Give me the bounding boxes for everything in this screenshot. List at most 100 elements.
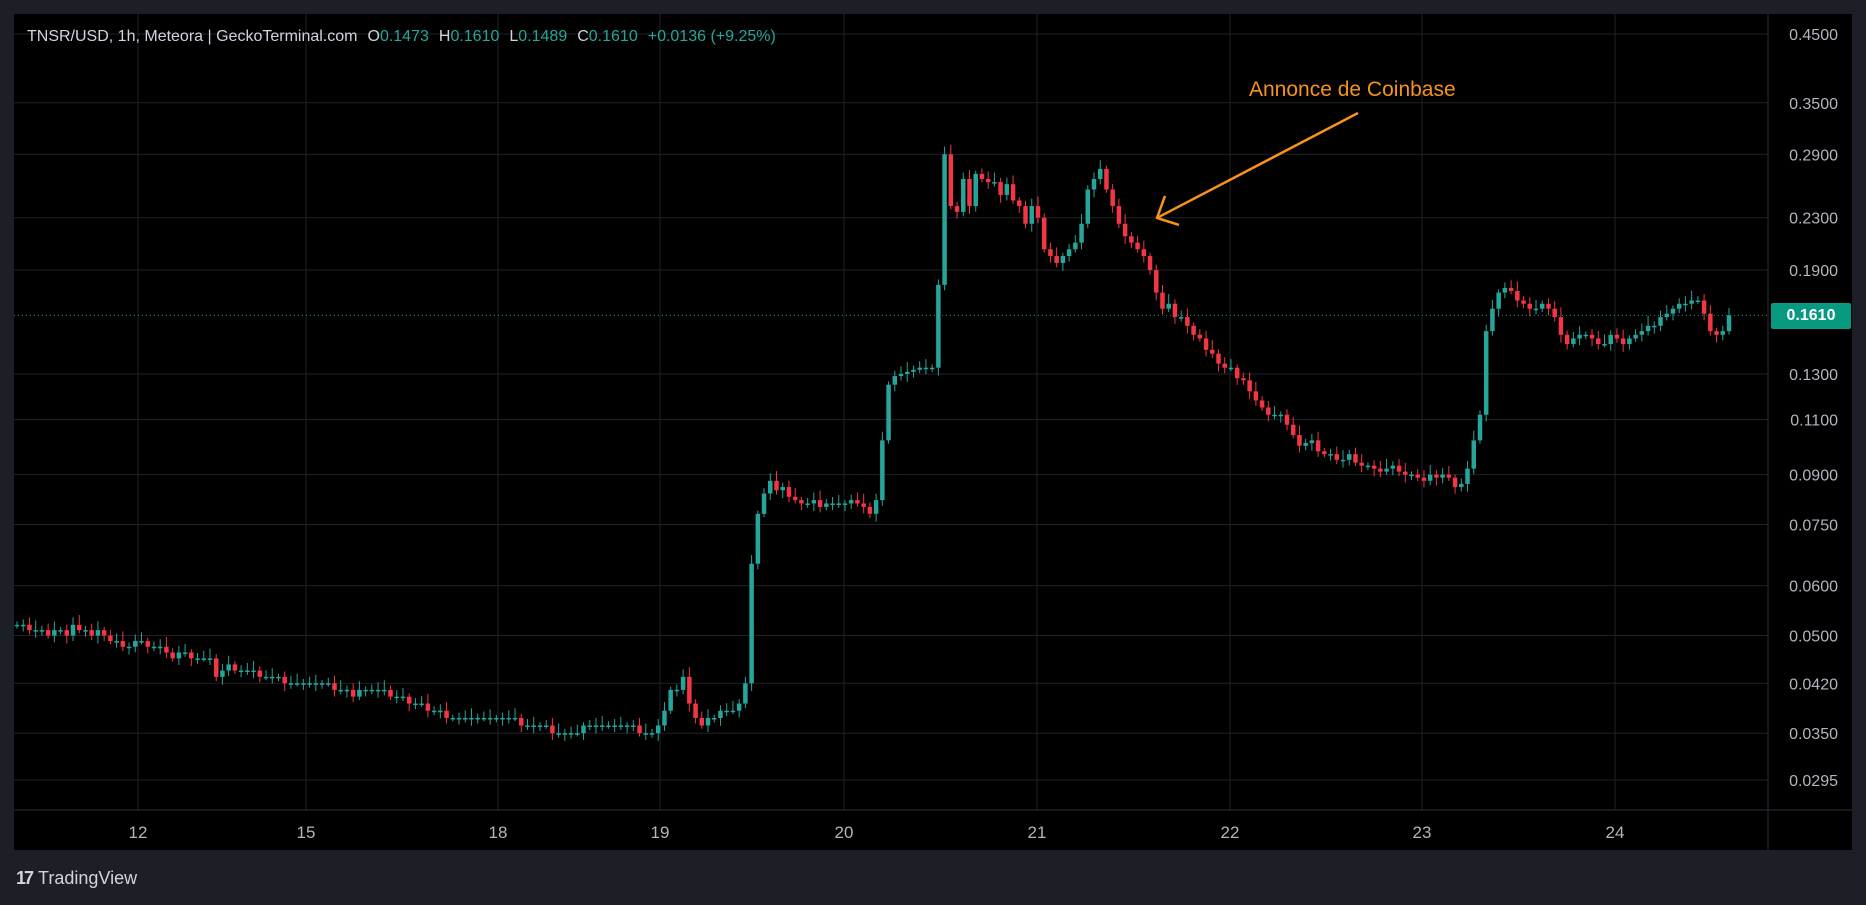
candle-body <box>101 630 107 636</box>
candle <box>1633 329 1638 342</box>
candle <box>20 619 26 632</box>
candle <box>294 673 300 687</box>
candle-body <box>724 710 729 713</box>
candle <box>419 696 424 707</box>
candle <box>1035 196 1041 224</box>
low-label: L <box>509 28 519 45</box>
candle <box>101 626 107 642</box>
candle-body <box>294 683 300 685</box>
candle-body <box>1259 400 1265 408</box>
candle-body <box>382 689 387 692</box>
candle-body <box>873 500 879 514</box>
candle <box>1708 305 1713 336</box>
y-tick-label: 0.3500 <box>1789 96 1838 113</box>
candle <box>1403 462 1408 483</box>
candle <box>979 168 985 183</box>
candle-body <box>444 710 449 718</box>
candle <box>338 680 343 695</box>
candle <box>1390 461 1396 476</box>
candle-body <box>475 717 480 720</box>
candle <box>444 702 449 724</box>
y-tick-label: 0.0900 <box>1789 468 1838 485</box>
candle-body <box>189 652 194 659</box>
candle <box>1328 448 1333 461</box>
candle-body <box>89 630 94 636</box>
candle <box>967 170 972 214</box>
plot-background <box>14 14 1852 850</box>
candle <box>1645 316 1651 336</box>
candle <box>606 721 611 729</box>
candle <box>406 693 412 712</box>
candle-body <box>1290 424 1296 436</box>
candle <box>64 624 70 644</box>
candle-body <box>139 641 144 643</box>
candle <box>568 726 574 739</box>
candle-body <box>1658 317 1663 326</box>
candle-body <box>1689 300 1694 304</box>
candle-body <box>425 703 431 711</box>
candle-body <box>1633 334 1638 339</box>
close-label: C <box>577 28 589 45</box>
candle <box>357 681 362 700</box>
candle <box>867 502 873 519</box>
candle-body <box>1515 291 1520 301</box>
candle <box>425 693 431 718</box>
candle <box>1577 326 1582 346</box>
candle-body <box>1079 223 1084 243</box>
candle <box>201 650 207 662</box>
candle <box>1589 329 1595 347</box>
annotation-arrow-head <box>1155 195 1180 227</box>
candle <box>562 728 568 741</box>
candle <box>263 670 269 681</box>
candle-body <box>276 676 281 679</box>
candle-body <box>525 725 530 727</box>
candle <box>182 643 188 657</box>
tradingview-branding[interactable]: 17 TradingView <box>16 868 137 889</box>
candle-body <box>556 733 561 735</box>
candle <box>662 702 667 732</box>
candle <box>680 669 686 695</box>
candle <box>1297 425 1302 453</box>
candle-body <box>1421 477 1427 481</box>
candle-body <box>824 503 829 507</box>
candle-body <box>1066 249 1072 257</box>
candle-body <box>1029 206 1034 224</box>
candle <box>761 488 767 518</box>
candle <box>1421 470 1427 488</box>
candle-body <box>164 646 169 653</box>
candle <box>961 172 966 217</box>
candle-body <box>1048 249 1053 257</box>
candle-body <box>1558 317 1564 335</box>
candle <box>1004 177 1010 201</box>
candle-body <box>1365 465 1371 468</box>
candle-body <box>263 676 269 679</box>
candle-body <box>39 630 45 632</box>
candle-body <box>1278 414 1284 417</box>
candle <box>1272 406 1277 420</box>
candle <box>1652 321 1657 334</box>
candle <box>923 359 929 375</box>
candle-body <box>1004 184 1010 195</box>
candle <box>1465 461 1470 492</box>
candle <box>95 621 101 644</box>
candle-body <box>363 689 368 692</box>
candle-body <box>929 367 935 370</box>
candle <box>811 492 817 512</box>
y-tick-label: 0.4500 <box>1789 27 1838 44</box>
candle <box>898 366 904 381</box>
candle-body <box>792 496 798 501</box>
legend-header: TNSR/USD, 1h, Meteora | GeckoTerminal.co… <box>27 28 776 46</box>
candle-body <box>1303 443 1308 446</box>
candle-body <box>1017 200 1022 207</box>
candle-body <box>213 658 219 677</box>
candle-body <box>712 717 717 720</box>
candle <box>282 671 287 692</box>
candle <box>108 630 113 645</box>
candle <box>195 652 200 664</box>
y-tick-label: 0.0750 <box>1789 518 1838 535</box>
candle-body <box>861 503 866 507</box>
candle <box>1371 460 1377 477</box>
candle-body <box>568 733 574 735</box>
x-tick-label: 19 <box>651 823 670 842</box>
